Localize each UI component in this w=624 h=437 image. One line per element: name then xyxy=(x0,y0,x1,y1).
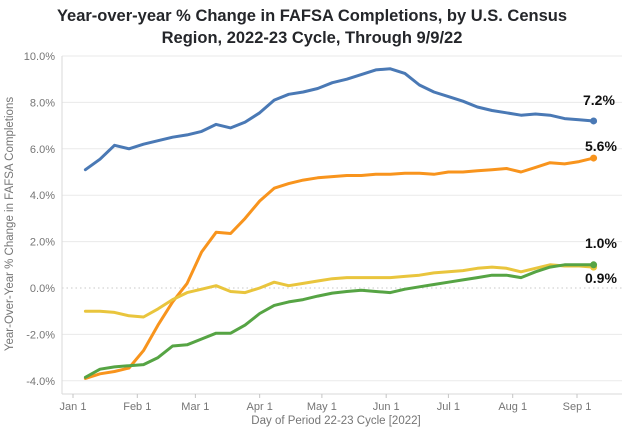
y-tick-label: 8.0% xyxy=(30,97,55,109)
x-tick-label: Sep 1 xyxy=(563,401,592,413)
green-series-line xyxy=(83,263,596,379)
x-tick-label: Mar 1 xyxy=(181,401,209,413)
chart-title: Year-over-year % Change in FAFSA Complet… xyxy=(0,5,624,49)
y-tick-label: -2.0% xyxy=(26,329,55,341)
end-label-blue-series: 7.2% xyxy=(583,92,615,108)
blue-series-line xyxy=(83,67,596,172)
x-axis-title: Day of Period 22-23 Cycle [2022] xyxy=(251,415,421,427)
chart-title-line2: Region, 2022-23 Cycle, Through 9/9/22 xyxy=(161,29,463,47)
end-label-green-series: 1.0% xyxy=(585,235,617,251)
y-tick-label: 0.0% xyxy=(30,283,55,295)
orange-series-line xyxy=(83,156,596,380)
end-label-yellow-series: 0.9% xyxy=(585,270,617,286)
x-tick-label: Jul 1 xyxy=(437,401,460,413)
chart-title-line1: Year-over-year % Change in FAFSA Complet… xyxy=(56,7,568,25)
yellow-series-line xyxy=(83,263,596,319)
y-tick-label: 4.0% xyxy=(30,190,55,202)
end-label-orange-series: 5.6% xyxy=(585,138,617,154)
x-tick-label: Apr 1 xyxy=(247,401,273,413)
x-tick-label: May 1 xyxy=(307,401,337,413)
orange-series-end-dot xyxy=(590,154,598,162)
x-tick-label: Feb 1 xyxy=(123,401,151,413)
x-tick-label: Jun 1 xyxy=(373,401,400,413)
y-tick-label: -4.0% xyxy=(26,376,55,388)
y-tick-label: 10.0% xyxy=(24,51,55,63)
blue-series-end-dot xyxy=(590,117,598,125)
green-series-end-dot xyxy=(590,261,598,269)
x-tick-label: Aug 1 xyxy=(498,401,527,413)
y-tick-label: 2.0% xyxy=(30,237,55,249)
y-tick-label: 6.0% xyxy=(30,144,55,156)
x-tick-label: Jan 1 xyxy=(60,401,87,413)
